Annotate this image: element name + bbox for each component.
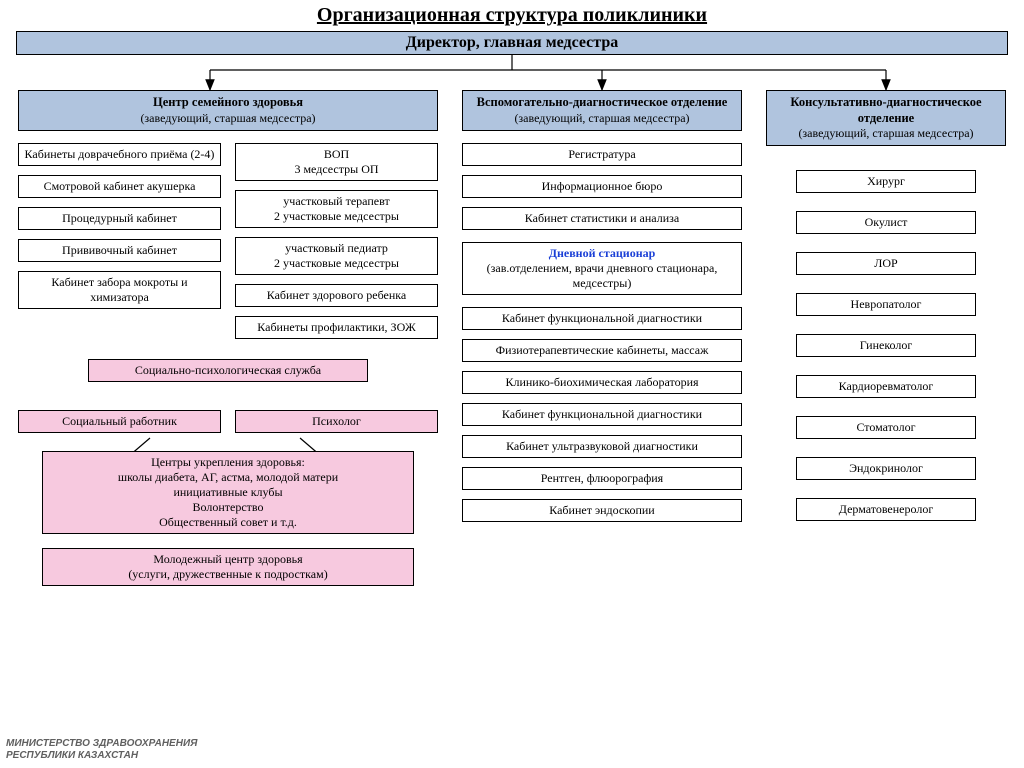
social-worker-box: Социальный работник bbox=[18, 410, 221, 433]
day-hospital-box: Дневной стационар (зав.отделением, врачи… bbox=[462, 242, 742, 295]
list-item: Процедурный кабинет bbox=[18, 207, 221, 230]
youth-center-box: Молодежный центр здоровья (услуги, друже… bbox=[42, 548, 414, 586]
cons-diag-column: Консультативно-диагностическое отделение… bbox=[766, 90, 1006, 521]
dept-aux: Вспомогательно-диагностическое отделение… bbox=[462, 90, 742, 131]
list-item: Стоматолог bbox=[796, 416, 976, 439]
list-item: Кабинет забора мокроты и химизатора bbox=[18, 271, 221, 309]
list-item: Кабинет эндоскопии bbox=[462, 499, 742, 522]
list-item: ЛОР bbox=[796, 252, 976, 275]
list-item: Регистратура bbox=[462, 143, 742, 166]
list-item: участковый терапевт 2 участковые медсест… bbox=[235, 190, 438, 228]
day-hospital-title: Дневной стационар bbox=[467, 246, 737, 261]
list-item: Смотровой кабинет акушерка bbox=[18, 175, 221, 198]
list-item: Окулист bbox=[796, 211, 976, 234]
dept-cons: Консультативно-диагностическое отделение… bbox=[766, 90, 1006, 146]
list-item: Дерматовенеролог bbox=[796, 498, 976, 521]
list-item: Информационное бюро bbox=[462, 175, 742, 198]
psychologist-box: Психолог bbox=[235, 410, 438, 433]
dept-family-title: Центр семейного здоровья bbox=[25, 95, 431, 111]
dept-family-sub: (заведующий, старшая медсестра) bbox=[25, 111, 431, 126]
list-item: Хирург bbox=[796, 170, 976, 193]
aux-diag-column: Вспомогательно-диагностическое отделение… bbox=[462, 90, 742, 522]
dept-family-health: Центр семейного здоровья (заведующий, ст… bbox=[18, 90, 438, 131]
dept-cons-title: Консультативно-диагностическое отделение bbox=[773, 95, 999, 126]
page-title: Организационная структура поликлиники bbox=[0, 0, 1024, 27]
footer-line-1: МИНИСТЕРСТВО ЗДРАВООХРАНЕНИЯ bbox=[6, 738, 197, 750]
list-item: Прививочный кабинет bbox=[18, 239, 221, 262]
list-item: Клинико-биохимическая лаборатория bbox=[462, 371, 742, 394]
list-item: Кабинет статистики и анализа bbox=[462, 207, 742, 230]
list-item: Кабинет здорового ребенка bbox=[235, 284, 438, 307]
list-item: Кабинеты доврачебного приёма (2-4) bbox=[18, 143, 221, 166]
footer: МИНИСТЕРСТВО ЗДРАВООХРАНЕНИЯ РЕСПУБЛИКИ … bbox=[6, 738, 197, 762]
list-item: Невропатолог bbox=[796, 293, 976, 316]
family-health-column: Центр семейного здоровья (заведующий, ст… bbox=[18, 90, 438, 586]
dept-aux-sub: (заведующий, старшая медсестра) bbox=[469, 111, 735, 126]
list-item: участковый педиатр 2 участковые медсестр… bbox=[235, 237, 438, 275]
left-subcol-b: ВОП 3 медсестры ОП участковый терапевт 2 … bbox=[235, 143, 438, 339]
list-item: Кардиоревматолог bbox=[796, 375, 976, 398]
aux-top-list: Регистратура Информационное бюро Кабинет с… bbox=[462, 143, 742, 230]
aux-bottom-list: Кабинет функциональной диагностики Физиот… bbox=[462, 307, 742, 522]
director-box: Директор, главная медсестра bbox=[16, 31, 1008, 55]
health-centers-box: Центры укрепления здоровья: школы диабет… bbox=[42, 451, 414, 534]
list-item: Эндокринолог bbox=[796, 457, 976, 480]
list-item: Кабинеты профилактики, ЗОЖ bbox=[235, 316, 438, 339]
left-subcol-a: Кабинеты доврачебного приёма (2-4) Смотро… bbox=[18, 143, 221, 339]
list-item: Кабинет ультразвуковой диагностики bbox=[462, 435, 742, 458]
day-hospital-sub: (зав.отделением, врачи дневного стациона… bbox=[467, 261, 737, 291]
list-item: Физиотерапевтические кабинеты, массаж bbox=[462, 339, 742, 362]
list-item: ВОП 3 медсестры ОП bbox=[235, 143, 438, 181]
dept-cons-sub: (заведующий, старшая медсестра) bbox=[773, 126, 999, 141]
dept-aux-title: Вспомогательно-диагностическое отделение bbox=[469, 95, 735, 111]
list-item: Гинеколог bbox=[796, 334, 976, 357]
list-item: Кабинет функциональной диагностики bbox=[462, 403, 742, 426]
cons-list: Хирург Окулист ЛОР Невропатолог Гинеколог Кар… bbox=[766, 170, 1006, 521]
social-service-box: Социально-психологическая служба bbox=[88, 359, 368, 382]
footer-line-2: РЕСПУБЛИКИ КАЗАХСТАН bbox=[6, 750, 197, 762]
list-item: Кабинет функциональной диагностики bbox=[462, 307, 742, 330]
list-item: Рентген, флюорография bbox=[462, 467, 742, 490]
